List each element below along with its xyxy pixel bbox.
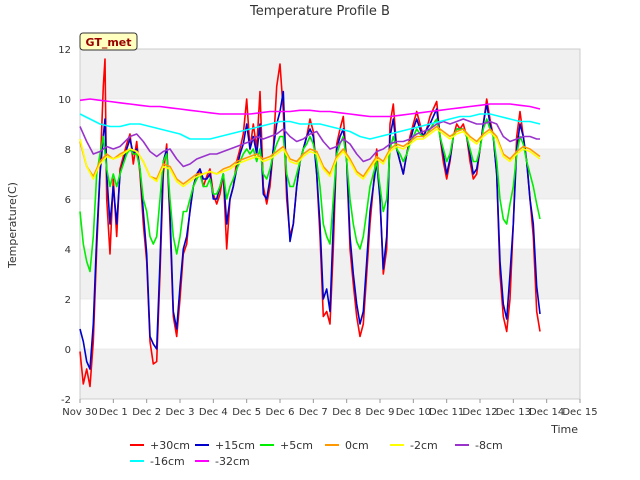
legend-label: -2cm xyxy=(410,439,438,452)
series-line--2cm xyxy=(79,128,541,188)
plot-frame xyxy=(79,48,581,400)
x-tick-label: Dec 4 xyxy=(199,407,228,418)
x-axis-ticks: Nov 30 Dec 1 Dec 2 Dec 3 Dec 4 Dec 5 Dec 6 Dec … xyxy=(62,399,598,418)
x-tick-label: Dec 15 xyxy=(562,407,597,418)
y-tick-label: 8 xyxy=(65,145,71,156)
x-tick-label: Dec 12 xyxy=(462,407,497,418)
grid-band xyxy=(80,349,580,399)
x-tick-label: Dec 2 xyxy=(132,407,161,418)
y-tick-label: 2 xyxy=(65,295,71,306)
legend-label: +30cm xyxy=(150,439,190,452)
x-tick-label: Dec 13 xyxy=(496,407,531,418)
y-tick-label: 4 xyxy=(65,245,71,256)
legend-label: -8cm xyxy=(475,439,503,452)
x-axis-label: Time xyxy=(550,423,578,436)
x-tick-label: Dec 1 xyxy=(99,407,128,418)
y-tick-label: 0 xyxy=(65,345,71,356)
y-tick-label: -2 xyxy=(61,395,71,406)
annotation-box xyxy=(79,32,138,51)
x-tick-label: Dec 3 xyxy=(166,407,195,418)
gt-met-annotation: GT_met xyxy=(79,32,138,51)
y-axis-ticks: -2 0 2 4 6 8 10 12 xyxy=(58,45,71,406)
series-layer xyxy=(79,58,541,388)
series-line-0cm xyxy=(79,125,541,185)
legend-label: -32cm xyxy=(215,455,250,468)
series-line-+30cm xyxy=(79,58,541,388)
x-tick-label: Dec 7 xyxy=(299,407,328,418)
legend-label: -16cm xyxy=(150,455,185,468)
x-tick-label: Dec 11 xyxy=(429,407,464,418)
series-line--16cm xyxy=(79,113,541,140)
series-line--32cm xyxy=(79,98,541,118)
x-tick-label: Dec 14 xyxy=(529,407,564,418)
chart-title: Temperature Profile B xyxy=(249,4,390,19)
y-tick-label: 6 xyxy=(65,195,71,206)
legend-label: 0cm xyxy=(345,439,369,452)
x-tick-label: Nov 30 xyxy=(62,407,97,418)
legend-label: +5cm xyxy=(280,439,313,452)
annotation-text: GT_met xyxy=(85,36,131,49)
y-axis-label: Temperature(C) xyxy=(6,182,19,269)
legend: +30cm +15cm +5cm 0cm -2cm -8cm -16cm -32cm xyxy=(130,439,503,468)
x-tick-label: Dec 10 xyxy=(396,407,431,418)
x-tick-label: Dec 8 xyxy=(332,407,361,418)
x-tick-label: Dec 9 xyxy=(366,407,395,418)
grid-band xyxy=(80,49,580,99)
y-tick-label: 10 xyxy=(58,95,71,106)
legend-label: +15cm xyxy=(215,439,255,452)
y-tick-label: 12 xyxy=(58,45,71,56)
series-line--8cm xyxy=(79,118,540,168)
x-tick-label: Dec 5 xyxy=(232,407,261,418)
x-tick-label: Dec 6 xyxy=(266,407,295,418)
